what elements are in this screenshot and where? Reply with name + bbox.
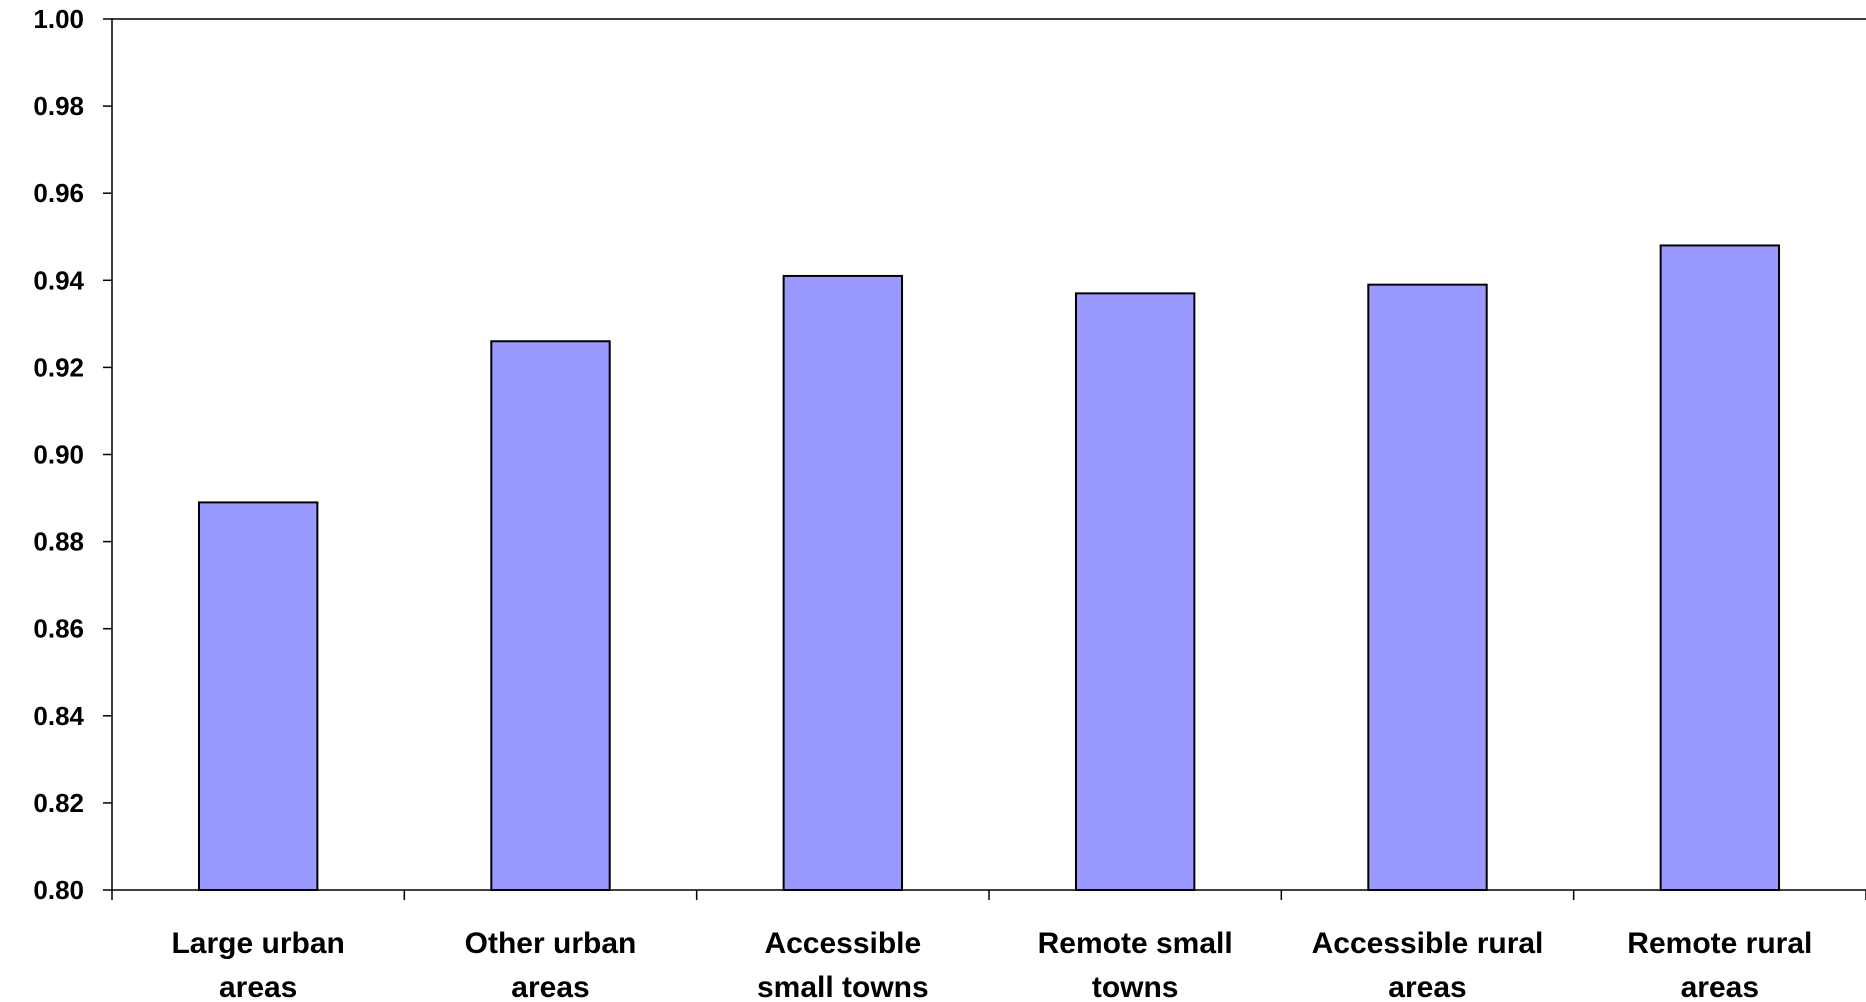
x-category-label: Remote small towns (1038, 927, 1233, 1002)
y-tick-label: 0.94 (33, 265, 84, 295)
y-tick-label: 1.00 (33, 4, 84, 34)
bar (1659, 244, 1781, 891)
x-category-label: Large urban areas (171, 927, 344, 1002)
y-tick-label: 0.88 (33, 527, 84, 557)
axes-group (111, 18, 1866, 900)
y-tick-label: 0.84 (33, 701, 84, 731)
y-tick-label: 0.86 (33, 614, 84, 644)
y-tick-label: 0.82 (33, 788, 84, 818)
bar (1074, 292, 1196, 891)
x-axis-labels: Large urban areas Other urban areas Accessib… (171, 927, 1812, 1002)
y-tick-label: 0.96 (33, 178, 84, 208)
x-category-label: Accessible small towns (757, 927, 929, 1002)
y-tick-label: 0.80 (33, 875, 84, 905)
y-tick-label: 0.90 (33, 440, 84, 470)
y-axis-ticks: 0.80 0.82 0.84 0.86 0.88 0.90 0.92 0.94 0.96 0.98… (33, 4, 112, 905)
x-category-label: Remote rural areas (1627, 927, 1812, 1002)
bar (197, 501, 319, 891)
x-category-label: Accessible rural areas (1312, 927, 1544, 1002)
y-tick-label: 0.92 (33, 352, 84, 382)
y-tick-label: 0.98 (33, 91, 84, 121)
bar (782, 274, 904, 891)
bar (490, 340, 611, 891)
bars-group (197, 244, 1781, 891)
x-category-label: Other urban areas (465, 927, 637, 1002)
bar (1367, 283, 1488, 891)
